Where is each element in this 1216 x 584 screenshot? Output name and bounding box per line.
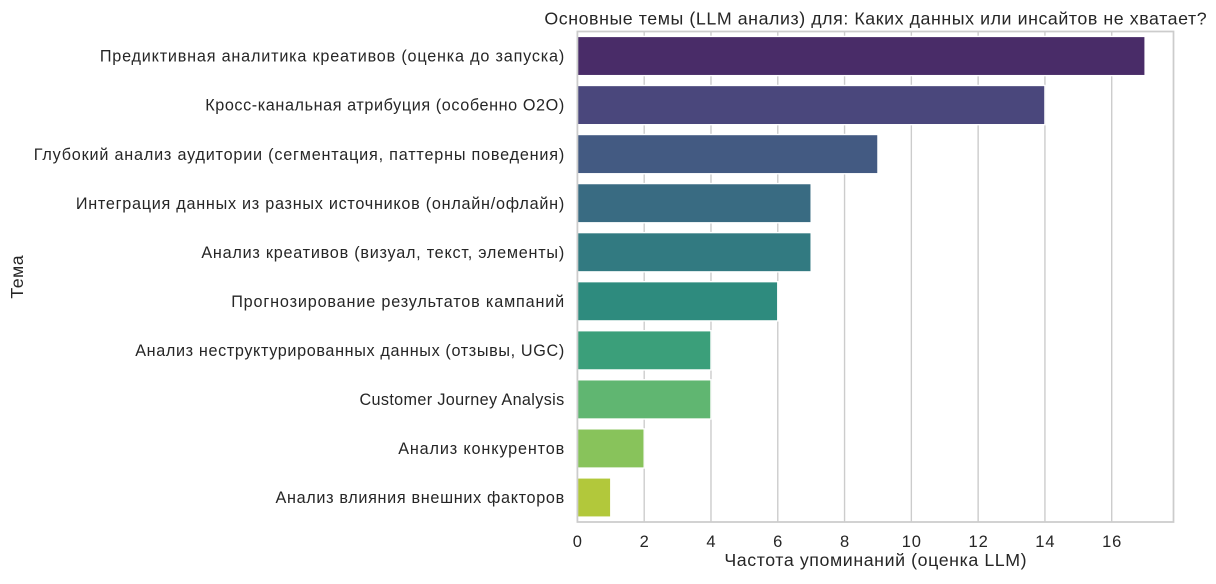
svg-text:Анализ конкурентов: Анализ конкурентов: [398, 440, 564, 458]
svg-text:Анализ неструктурированных дан: Анализ неструктурированных данных (отзыв…: [135, 342, 564, 360]
svg-text:Тема: Тема: [7, 255, 27, 298]
svg-text:Предиктивная аналитика креатив: Предиктивная аналитика креативов (оценка…: [100, 48, 564, 66]
svg-text:0: 0: [573, 533, 582, 551]
svg-text:Customer Journey Analysis: Customer Journey Analysis: [359, 391, 564, 409]
svg-text:Анализ креативов (визуал, текс: Анализ креативов (визуал, текст, элемент…: [201, 244, 564, 262]
svg-text:Частота упоминаний (оценка LLM: Частота упоминаний (оценка LLM): [724, 550, 1026, 570]
svg-text:6: 6: [773, 533, 782, 551]
svg-text:4: 4: [706, 533, 715, 551]
svg-text:10: 10: [902, 533, 921, 551]
svg-text:Прогнозирование результатов ка: Прогнозирование результатов кампаний: [231, 293, 564, 311]
svg-text:16: 16: [1102, 533, 1121, 551]
svg-text:Кросс-канальная атрибуция (осо: Кросс-канальная атрибуция (особенно O2O): [205, 97, 564, 115]
svg-text:2: 2: [640, 533, 649, 551]
svg-text:Глубокий анализ аудитории (сег: Глубокий анализ аудитории (сегментация, …: [34, 146, 564, 164]
svg-text:Интеграция данных из разных ис: Интеграция данных из разных источников (…: [76, 195, 564, 213]
svg-text:8: 8: [840, 533, 849, 551]
svg-text:Анализ влияния внешних факторо: Анализ влияния внешних факторов: [275, 489, 564, 507]
svg-text:12: 12: [969, 533, 988, 551]
svg-text:14: 14: [1035, 533, 1054, 551]
svg-text:Основные темы (LLM анализ) для: Основные темы (LLM анализ) для: Каких да…: [544, 9, 1206, 29]
